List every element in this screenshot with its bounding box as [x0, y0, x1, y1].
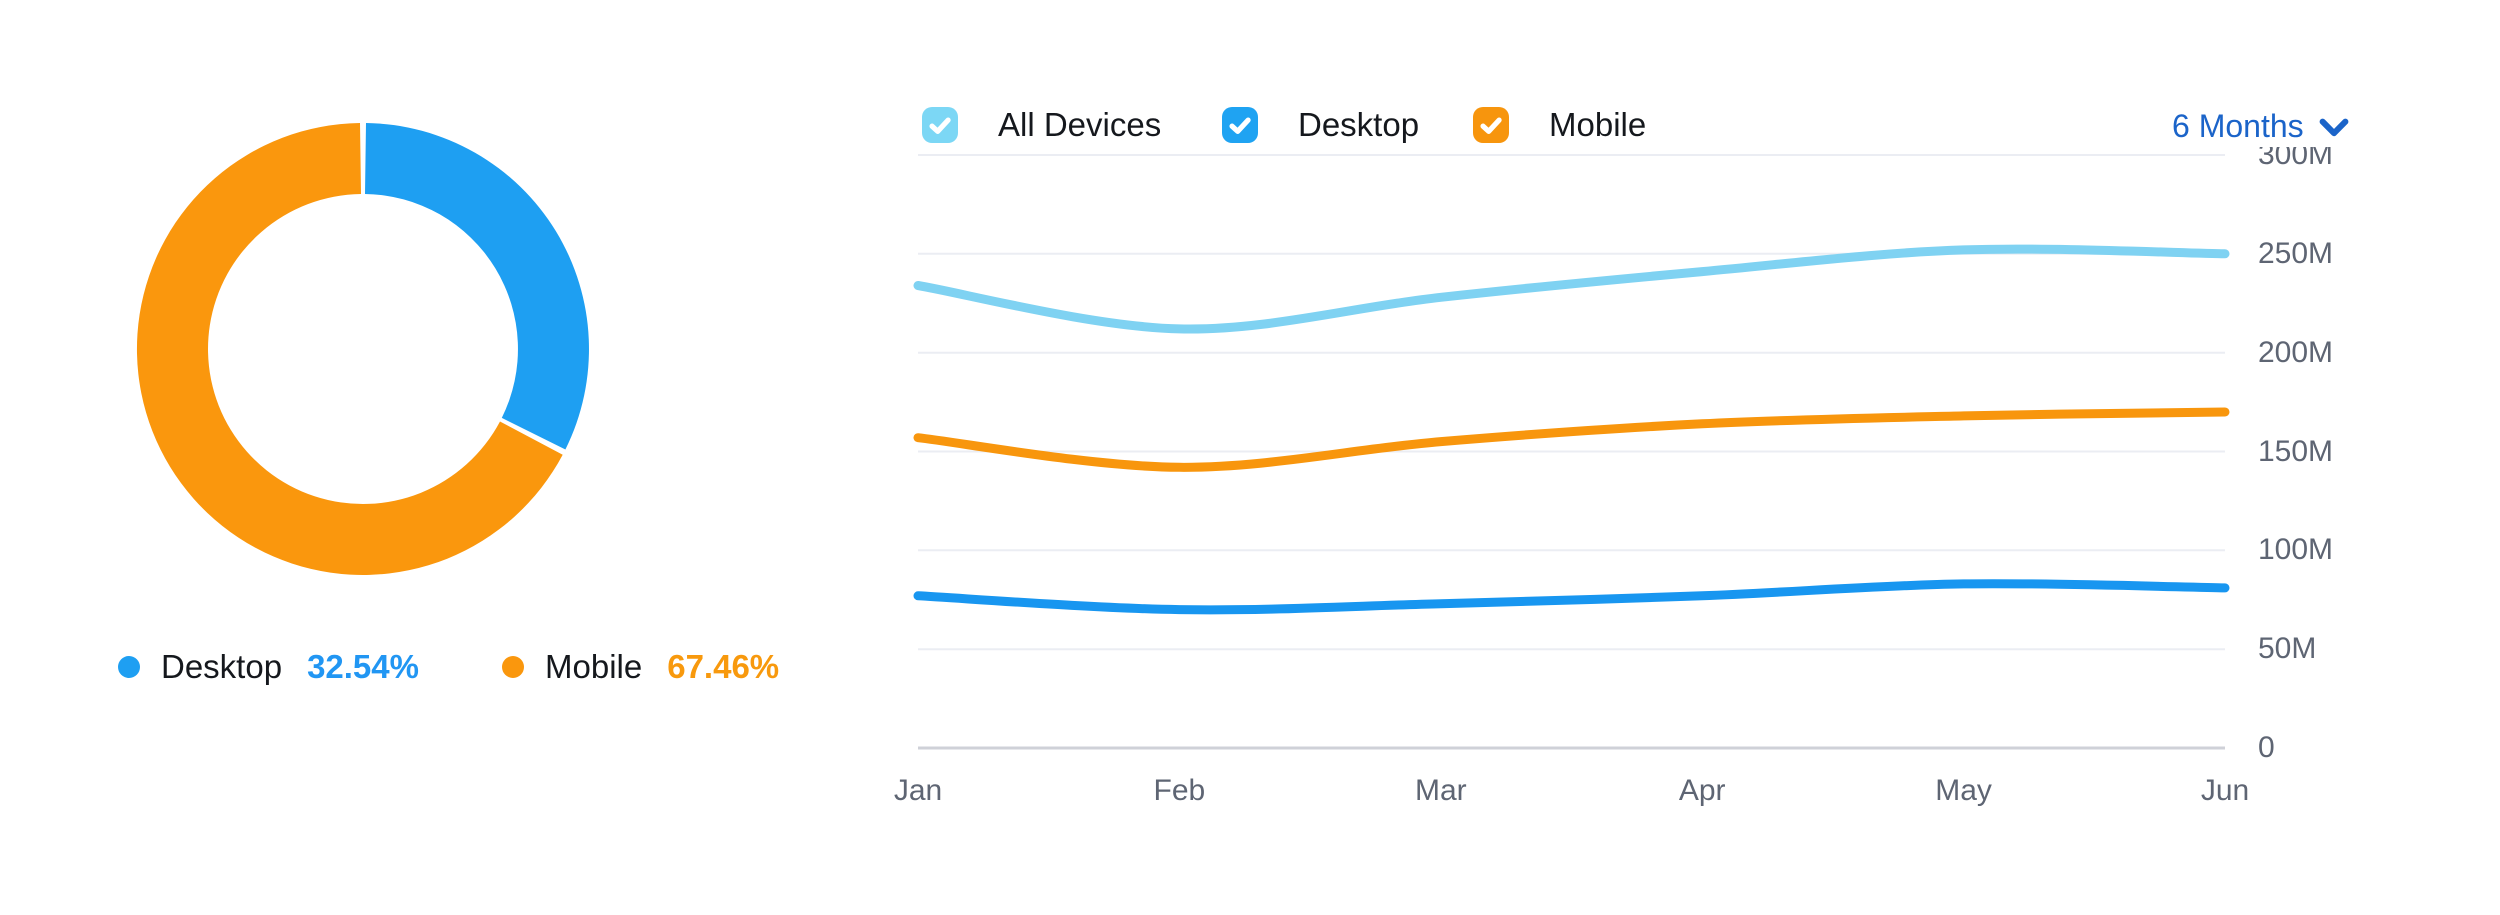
filter-desktop[interactable]: Desktop [1222, 106, 1419, 144]
y-axis-tick-label: 200M [2258, 335, 2334, 369]
checkbox-mobile[interactable] [1473, 107, 1509, 143]
donut-legend-mobile: Mobile 67.46% [502, 648, 779, 686]
y-axis-tick-label: 250M [2258, 236, 2334, 270]
donut-legend-desktop: Desktop 32.54% [118, 648, 419, 686]
x-axis-tick-label: May [1935, 774, 1992, 807]
x-axis-tick-label: Jan [893, 774, 943, 807]
mobile-legend-dot [502, 656, 524, 678]
mobile-legend-percent: 67.46% [667, 648, 780, 685]
y-axis-tick-label: 100M [2258, 533, 2334, 567]
y-axis-tick-label: 300M [2258, 147, 2334, 171]
checkbox-desktop[interactable] [1222, 107, 1258, 143]
checkbox-all-devices[interactable] [922, 107, 958, 143]
checkmark-icon [929, 117, 951, 134]
x-axis-tick-label: Jun [2200, 774, 2250, 807]
line-series-all-devices[interactable] [913, 244, 2230, 334]
line-series-desktop[interactable] [913, 579, 2230, 615]
filter-label-mobile: Mobile [1549, 106, 1647, 143]
y-axis: 0 50M 100M 150M 200M 250M 300M [2258, 147, 2500, 915]
filter-all-devices[interactable]: All Devices [922, 106, 1161, 144]
x-axis-tick-label: Mar [1414, 774, 1467, 807]
y-axis-tick-label: 0 [2258, 731, 2275, 764]
line-series-mobile[interactable] [913, 407, 2230, 472]
donut-slice-desktop[interactable] [365, 123, 589, 450]
filter-mobile[interactable]: Mobile [1473, 106, 1646, 144]
x-axis: Jan Feb Mar Apr May Jun [0, 772, 2500, 814]
y-axis-tick-label: 150M [2258, 434, 2334, 468]
time-range-dropdown[interactable]: 6 Months [2172, 108, 2349, 144]
checkmark-icon [1480, 117, 1502, 134]
desktop-legend-dot [118, 656, 140, 678]
donut-slice-mobile[interactable] [136, 123, 563, 575]
desktop-legend-percent: 32.54% [307, 648, 419, 685]
x-axis-tick-label: Apr [1678, 774, 1726, 807]
x-axis-tick-label: Feb [1153, 774, 1206, 807]
checkmark-icon [1229, 117, 1251, 134]
chevron-down-icon [2319, 118, 2349, 137]
desktop-legend-label: Desktop [161, 648, 283, 685]
y-axis-tick-label: 50M [2258, 632, 2317, 666]
time-range-label: 6 Months [2172, 108, 2304, 144]
filter-label-all-devices: All Devices [998, 106, 1162, 143]
mobile-legend-label: Mobile [545, 648, 643, 685]
filter-label-desktop: Desktop [1298, 106, 1420, 143]
